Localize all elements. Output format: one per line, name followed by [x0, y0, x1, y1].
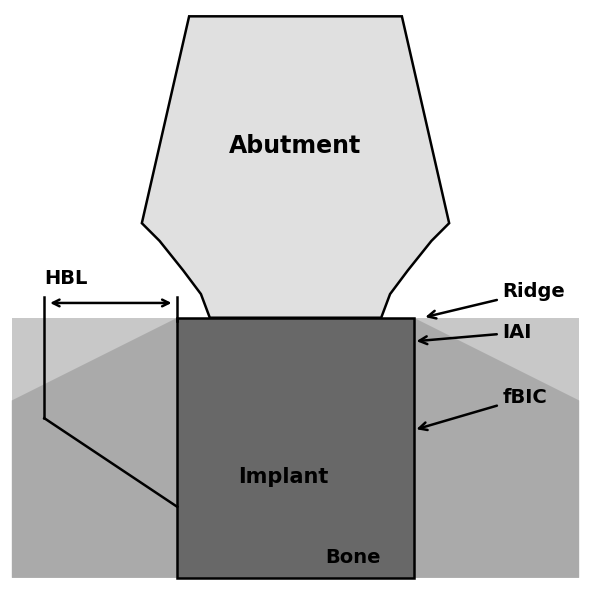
Polygon shape: [177, 318, 414, 578]
Polygon shape: [142, 16, 449, 318]
Polygon shape: [12, 318, 177, 578]
Text: IAI: IAI: [419, 323, 532, 344]
Polygon shape: [414, 318, 579, 578]
Text: HBL: HBL: [44, 269, 87, 288]
Text: Ridge: Ridge: [428, 281, 565, 319]
Polygon shape: [12, 318, 579, 578]
Text: Abutment: Abutment: [229, 134, 362, 158]
Text: fBIC: fBIC: [419, 388, 547, 430]
Text: Bone: Bone: [325, 548, 381, 566]
Text: Implant: Implant: [239, 467, 329, 487]
